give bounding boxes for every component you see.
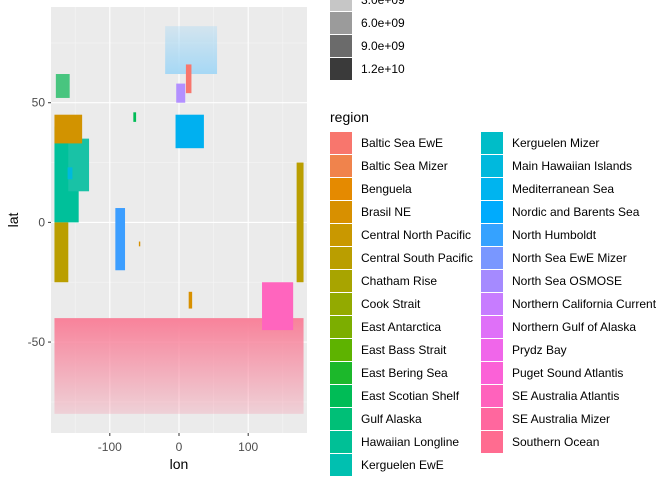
region-legend-title: region [330, 109, 369, 125]
x-axis: -100 0 100 [98, 433, 259, 454]
y-tick-label: 50 [32, 96, 46, 110]
region-legend-key [330, 270, 352, 292]
region-legend-label: North Sea OSMOSE [512, 274, 622, 288]
region-legend-key [481, 316, 503, 338]
region-legend-label: East Antarctica [361, 320, 441, 334]
region-legend-key [481, 178, 503, 200]
region-legend-key [330, 155, 352, 177]
region-legend-label: Mediterranean Sea [512, 182, 614, 196]
region-legend-key [481, 247, 503, 269]
region-legend-label: Chatham Rise [361, 274, 437, 288]
region-tile-baltic-sea-ewe [185, 64, 192, 94]
region-legend-key [481, 293, 503, 315]
region-legend-label: Benguela [361, 182, 412, 196]
region-tile-se-australia-atlantis [262, 282, 294, 331]
region-tile-main-hawaiian-islands [67, 167, 73, 180]
region-legend-key [330, 385, 352, 407]
alpha-legend-label: 1.2e+10 [361, 62, 405, 76]
region-tile-north-humboldt [115, 208, 126, 271]
region-legend-label: Baltic Sea Mizer [361, 159, 448, 173]
alpha-legend-label: 3.0e+09 [361, 0, 405, 7]
region-legend-label: Central South Pacific [361, 251, 473, 265]
region-legend-key [481, 270, 503, 292]
region-legend-label: Northern California Current [512, 297, 657, 311]
x-axis-title: lon [170, 456, 189, 472]
region-legend-key [481, 431, 503, 453]
region-tile-central-south-pacific [54, 222, 69, 283]
region-legend-key [330, 408, 352, 430]
region-legend-label: Southern Ocean [512, 435, 599, 449]
region-legend-key [330, 293, 352, 315]
region-tile-east-scotian-shelf [133, 112, 137, 122]
region-legend-label: Cook Strait [361, 297, 421, 311]
region-tile-brasil-ne [138, 241, 141, 247]
region-legend-label: Gulf Alaska [361, 412, 422, 426]
region-legend-key [481, 132, 503, 154]
region-legend-key [330, 178, 352, 200]
region-legend-label: North Sea EwE Mizer [512, 251, 627, 265]
alpha-legend-key [330, 12, 352, 34]
region-legend-label: Kerguelen Mizer [512, 136, 599, 150]
region-legend-key [330, 454, 352, 476]
region-legend-label: Central North Pacific [361, 228, 471, 242]
region-legend-label: Prydz Bay [512, 343, 567, 357]
region-legend-label: Baltic Sea EwE [361, 136, 443, 150]
alpha-legend-key [330, 35, 352, 57]
region-legend-key [330, 316, 352, 338]
y-axis-title: lat [5, 213, 21, 228]
region-legend: Baltic Sea EwE Baltic Sea Mizer Benguela Br… [330, 132, 657, 476]
region-legend-key [330, 247, 352, 269]
region-tile-hawaiian-longline [68, 138, 90, 192]
alpha-legend-key [330, 0, 352, 11]
region-legend-key [330, 362, 352, 384]
region-legend-key [330, 431, 352, 453]
alpha-legend: 3.0e+09 6.0e+09 9.0e+09 1.2e+10 [330, 0, 405, 80]
region-tile-north-sea-ewe-mizer [176, 83, 186, 103]
region-tile-benguela [188, 291, 193, 309]
region-legend-label: SE Australia Mizer [512, 412, 610, 426]
region-legend-label: Northern Gulf of Alaska [512, 320, 636, 334]
region-legend-key [481, 385, 503, 407]
region-tile-central-south-pacific [296, 162, 304, 283]
region-tile-southern-ocean [54, 318, 304, 414]
region-legend-label: Kerguelen EwE [361, 458, 444, 472]
x-tick-label: -100 [98, 440, 122, 454]
region-legend-label: Puget Sound Atlantis [512, 366, 623, 380]
region-tile-central-north-pacific [54, 114, 83, 144]
region-legend-label: East Bass Strait [361, 343, 447, 357]
region-legend-key [481, 201, 503, 223]
region-legend-label: SE Australia Atlantis [512, 389, 619, 403]
region-legend-label: Main Hawaiian Islands [512, 159, 632, 173]
region-tiles [54, 26, 304, 414]
alpha-legend-label: 6.0e+09 [361, 16, 405, 30]
region-legend-key [330, 224, 352, 246]
region-legend-key [481, 155, 503, 177]
region-legend-key [481, 224, 503, 246]
y-tick-label: 0 [38, 215, 45, 229]
region-legend-key [330, 339, 352, 361]
region-legend-key [481, 339, 503, 361]
x-tick-label: 0 [176, 440, 183, 454]
alpha-legend-key [330, 58, 352, 80]
region-legend-label: Nordic and Barents Sea [512, 205, 640, 219]
region-legend-key [481, 408, 503, 430]
region-legend-key [330, 132, 352, 154]
region-tile-east-bering-sea [55, 74, 70, 98]
y-axis: -50 0 50 [28, 96, 51, 349]
region-tile-mediterranean-sea [175, 114, 204, 149]
region-legend-label: Brasil NE [361, 205, 411, 219]
x-tick-label: 100 [238, 440, 258, 454]
alpha-legend-label: 9.0e+09 [361, 39, 405, 53]
region-legend-label: Hawaiian Longline [361, 435, 459, 449]
region-legend-label: East Bering Sea [361, 366, 448, 380]
y-tick-label: -50 [28, 335, 46, 349]
region-legend-key [481, 362, 503, 384]
region-legend-key [330, 201, 352, 223]
region-legend-label: North Humboldt [512, 228, 597, 242]
region-legend-label: East Scotian Shelf [361, 389, 460, 403]
